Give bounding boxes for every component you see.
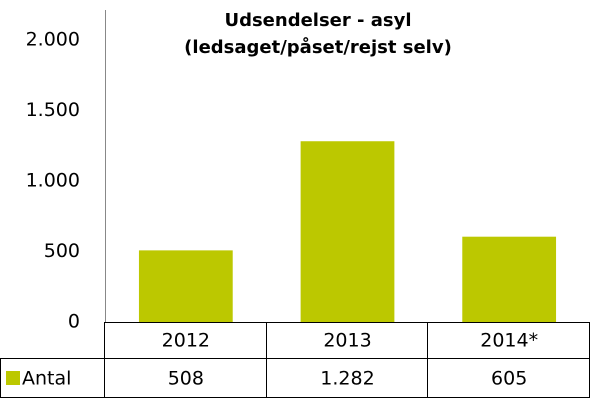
legend-label: Antal — [22, 368, 71, 390]
y-tick-label: 0 — [68, 311, 80, 333]
data-label: 1.282 — [320, 368, 374, 390]
y-tick-label: 500 — [44, 240, 80, 262]
bar — [462, 236, 557, 322]
legend-swatch — [6, 371, 20, 385]
bar — [300, 141, 395, 322]
y-tick-label: 2.000 — [26, 29, 80, 51]
chart-subtitle: (ledsaget/påset/rejst selv) — [184, 36, 452, 58]
chart-title: Udsendelser - asyl — [224, 10, 411, 31]
x-tick-label: 2013 — [323, 330, 371, 352]
data-label: 605 — [491, 368, 527, 390]
x-tick-label: 2012 — [162, 330, 210, 352]
y-tick-label: 1.500 — [26, 99, 80, 121]
y-tick-label: 1.000 — [26, 170, 80, 192]
bar — [138, 250, 233, 322]
x-tick-label: 2014* — [480, 330, 538, 352]
data-label: 508 — [168, 368, 204, 390]
